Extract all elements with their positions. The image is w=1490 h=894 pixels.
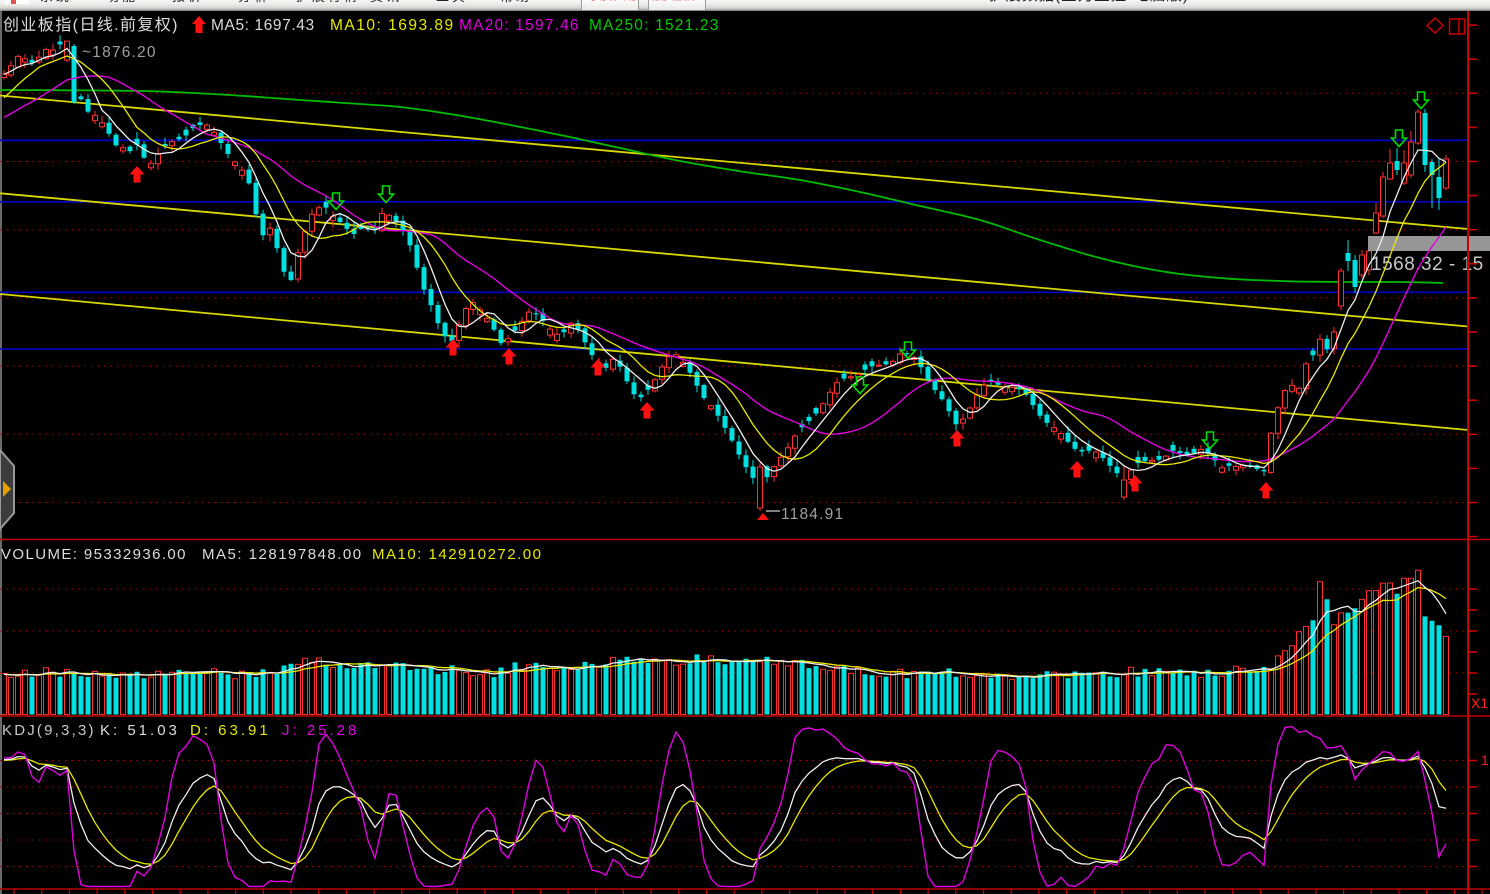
svg-text:MA20: 1597.46: MA20: 1597.46	[459, 17, 580, 34]
svg-text:1568.32 - 15: 1568.32 - 15	[1371, 254, 1484, 275]
svg-text:X1: X1	[1471, 695, 1488, 711]
svg-text:1184.91: 1184.91	[781, 506, 844, 523]
svg-text:MA5: 1697.43: MA5: 1697.43	[211, 17, 315, 34]
svg-text:1: 1	[1481, 752, 1489, 768]
svg-text:VOLUME: 95332936.00: VOLUME: 95332936.00	[1, 546, 187, 563]
svg-text:~1876.20: ~1876.20	[82, 44, 157, 61]
svg-text:MA5: 128197848.00: MA5: 128197848.00	[202, 546, 363, 563]
svg-text:MA250: 1521.23: MA250: 1521.23	[589, 17, 720, 34]
svg-text:MA10: 142910272.00: MA10: 142910272.00	[372, 546, 542, 563]
svg-text:J: 25.28: J: 25.28	[282, 722, 359, 739]
svg-text:创业板指(日线.前复权): 创业板指(日线.前复权)	[3, 16, 179, 34]
svg-text:K: 51.03: K: 51.03	[100, 722, 180, 739]
svg-text:D: 63.91: D: 63.91	[190, 722, 271, 739]
svg-text:KDJ(9,3,3): KDJ(9,3,3)	[2, 722, 96, 739]
svg-text:MA10: 1693.89: MA10: 1693.89	[330, 17, 455, 34]
